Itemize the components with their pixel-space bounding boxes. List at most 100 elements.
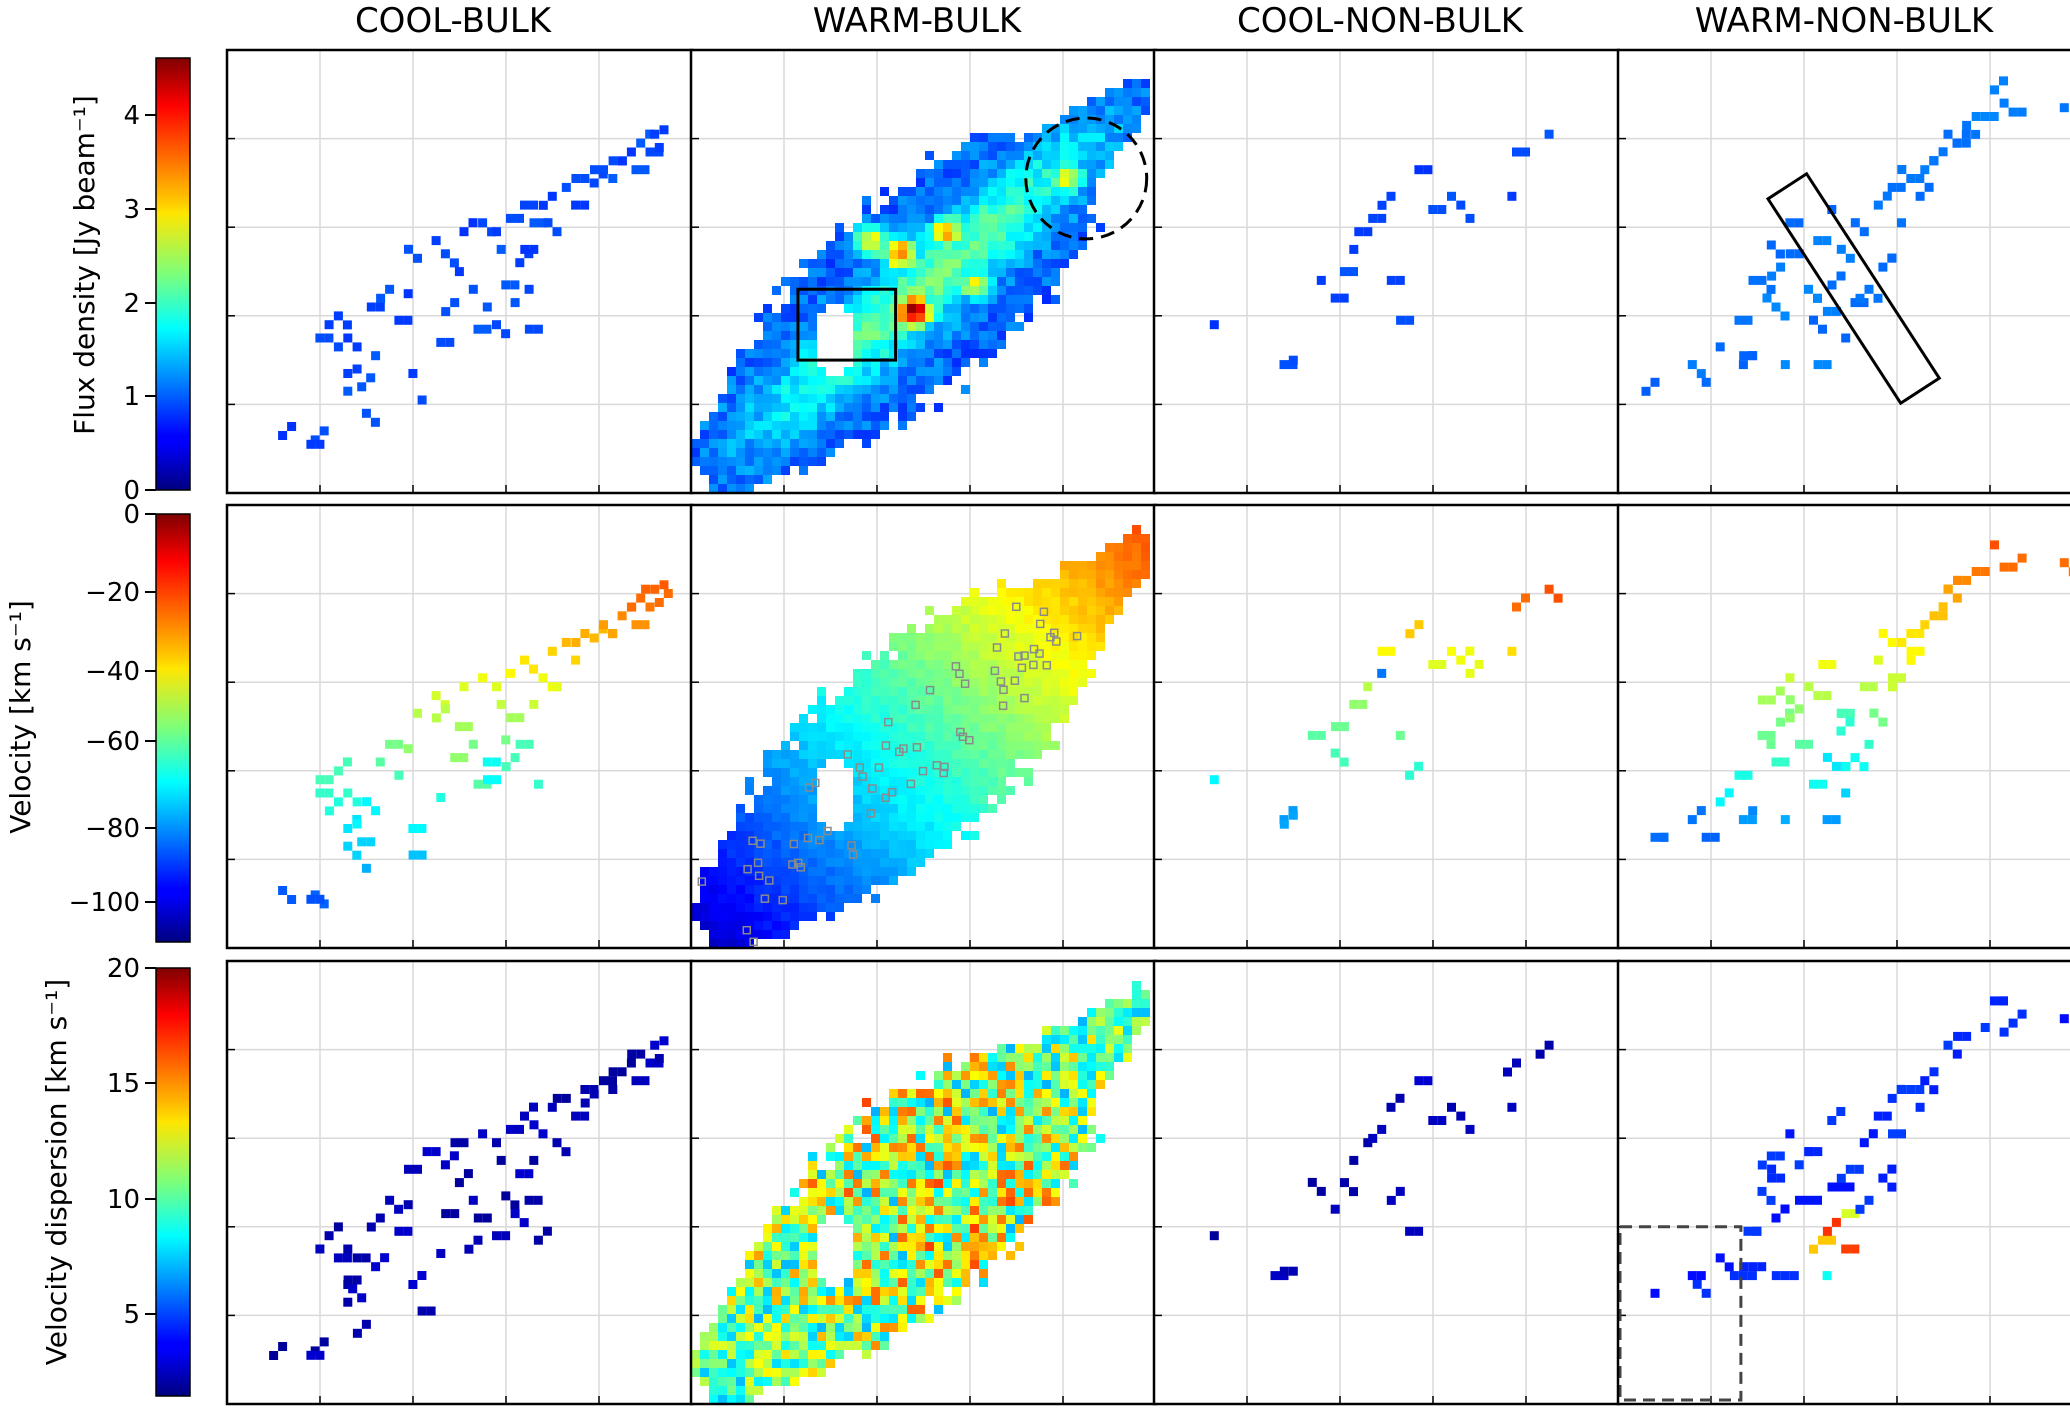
pixel — [817, 394, 826, 403]
pixel — [988, 1197, 997, 1206]
pixel — [431, 691, 441, 701]
pixel — [1033, 1062, 1042, 1071]
pixel — [1818, 324, 1827, 334]
pixel — [319, 426, 329, 436]
pixel — [763, 813, 772, 822]
pixel — [988, 196, 997, 205]
pixel — [459, 227, 469, 237]
pixel — [361, 1253, 371, 1263]
pixel — [934, 1215, 943, 1224]
pixel — [1060, 651, 1069, 660]
pixel — [853, 1188, 862, 1197]
pixel — [862, 322, 871, 331]
pixel — [1915, 174, 1925, 183]
pixel — [1078, 133, 1087, 142]
pixel — [1033, 579, 1042, 588]
pixel — [1915, 629, 1925, 638]
pixel — [1141, 534, 1150, 543]
pixel — [925, 286, 934, 295]
pixel — [862, 1224, 871, 1233]
pixel — [1060, 714, 1069, 723]
pixel — [333, 311, 343, 321]
pixel — [853, 885, 862, 894]
pixel — [898, 232, 907, 241]
pixel — [431, 236, 441, 246]
pixel — [934, 714, 943, 723]
pixel — [799, 466, 808, 475]
pixel — [907, 268, 916, 277]
pixel — [907, 1170, 916, 1179]
pixel — [333, 766, 343, 776]
pixel — [1980, 1023, 1990, 1032]
pixel — [1775, 249, 1785, 259]
pixel — [925, 750, 934, 759]
pixel — [880, 1170, 889, 1179]
pixel — [772, 813, 781, 822]
pixel — [889, 358, 898, 367]
pixel — [763, 1359, 772, 1368]
pixel — [492, 1231, 501, 1241]
pixel — [808, 277, 817, 286]
pixel — [763, 1323, 772, 1332]
pixel — [1060, 696, 1069, 705]
pixel — [943, 1251, 952, 1260]
pixel — [1270, 1271, 1280, 1281]
pixel — [589, 178, 599, 188]
pixel — [343, 788, 353, 798]
pixel — [898, 822, 907, 831]
pixel — [1924, 182, 1934, 192]
pixel — [880, 813, 889, 822]
pixel — [754, 394, 763, 403]
pixel — [366, 1222, 376, 1232]
pixel — [1096, 133, 1105, 142]
pixel — [916, 268, 925, 277]
pixel — [880, 1332, 889, 1341]
panel-grid — [225, 48, 2070, 1406]
pixel — [970, 660, 979, 669]
pixel — [862, 1332, 871, 1341]
pixel — [988, 178, 997, 187]
pixel — [835, 394, 844, 403]
pixel — [754, 466, 763, 475]
pixel — [844, 885, 853, 894]
pixel — [736, 831, 745, 840]
pixel — [988, 651, 997, 660]
pixel — [1042, 1089, 1051, 1098]
pixel — [952, 1269, 961, 1278]
pixel — [1386, 1102, 1396, 1112]
pixel — [925, 669, 934, 678]
pixel — [1096, 1026, 1105, 1035]
pixel — [889, 1242, 898, 1251]
pixel — [1042, 732, 1051, 741]
pixel — [997, 178, 1006, 187]
pixel — [1864, 1195, 1874, 1205]
pixel — [1042, 1116, 1051, 1125]
pixel — [654, 598, 664, 607]
pixel — [934, 768, 943, 777]
pixel — [898, 286, 907, 295]
pixel — [952, 1242, 961, 1251]
pixel — [1042, 1107, 1051, 1116]
pixel — [709, 412, 718, 421]
pixel — [1006, 142, 1015, 151]
pixel — [1414, 1226, 1424, 1236]
pixel — [907, 768, 916, 777]
pixel — [970, 642, 979, 651]
pixel — [599, 1076, 608, 1086]
pixel — [709, 1395, 718, 1404]
pixel — [772, 1368, 781, 1377]
pixel — [790, 750, 799, 759]
pixel — [898, 214, 907, 223]
pixel — [871, 732, 880, 741]
pixel — [997, 1134, 1006, 1143]
pixel — [1123, 579, 1132, 588]
pixel — [988, 1152, 997, 1161]
pixel — [970, 714, 979, 723]
pixel — [691, 1350, 700, 1359]
pixel — [1953, 575, 1963, 585]
pixel — [862, 1188, 871, 1197]
pixel — [1878, 628, 1888, 638]
pixel — [898, 795, 907, 804]
pixel — [817, 1179, 826, 1188]
pixel — [727, 1377, 736, 1386]
